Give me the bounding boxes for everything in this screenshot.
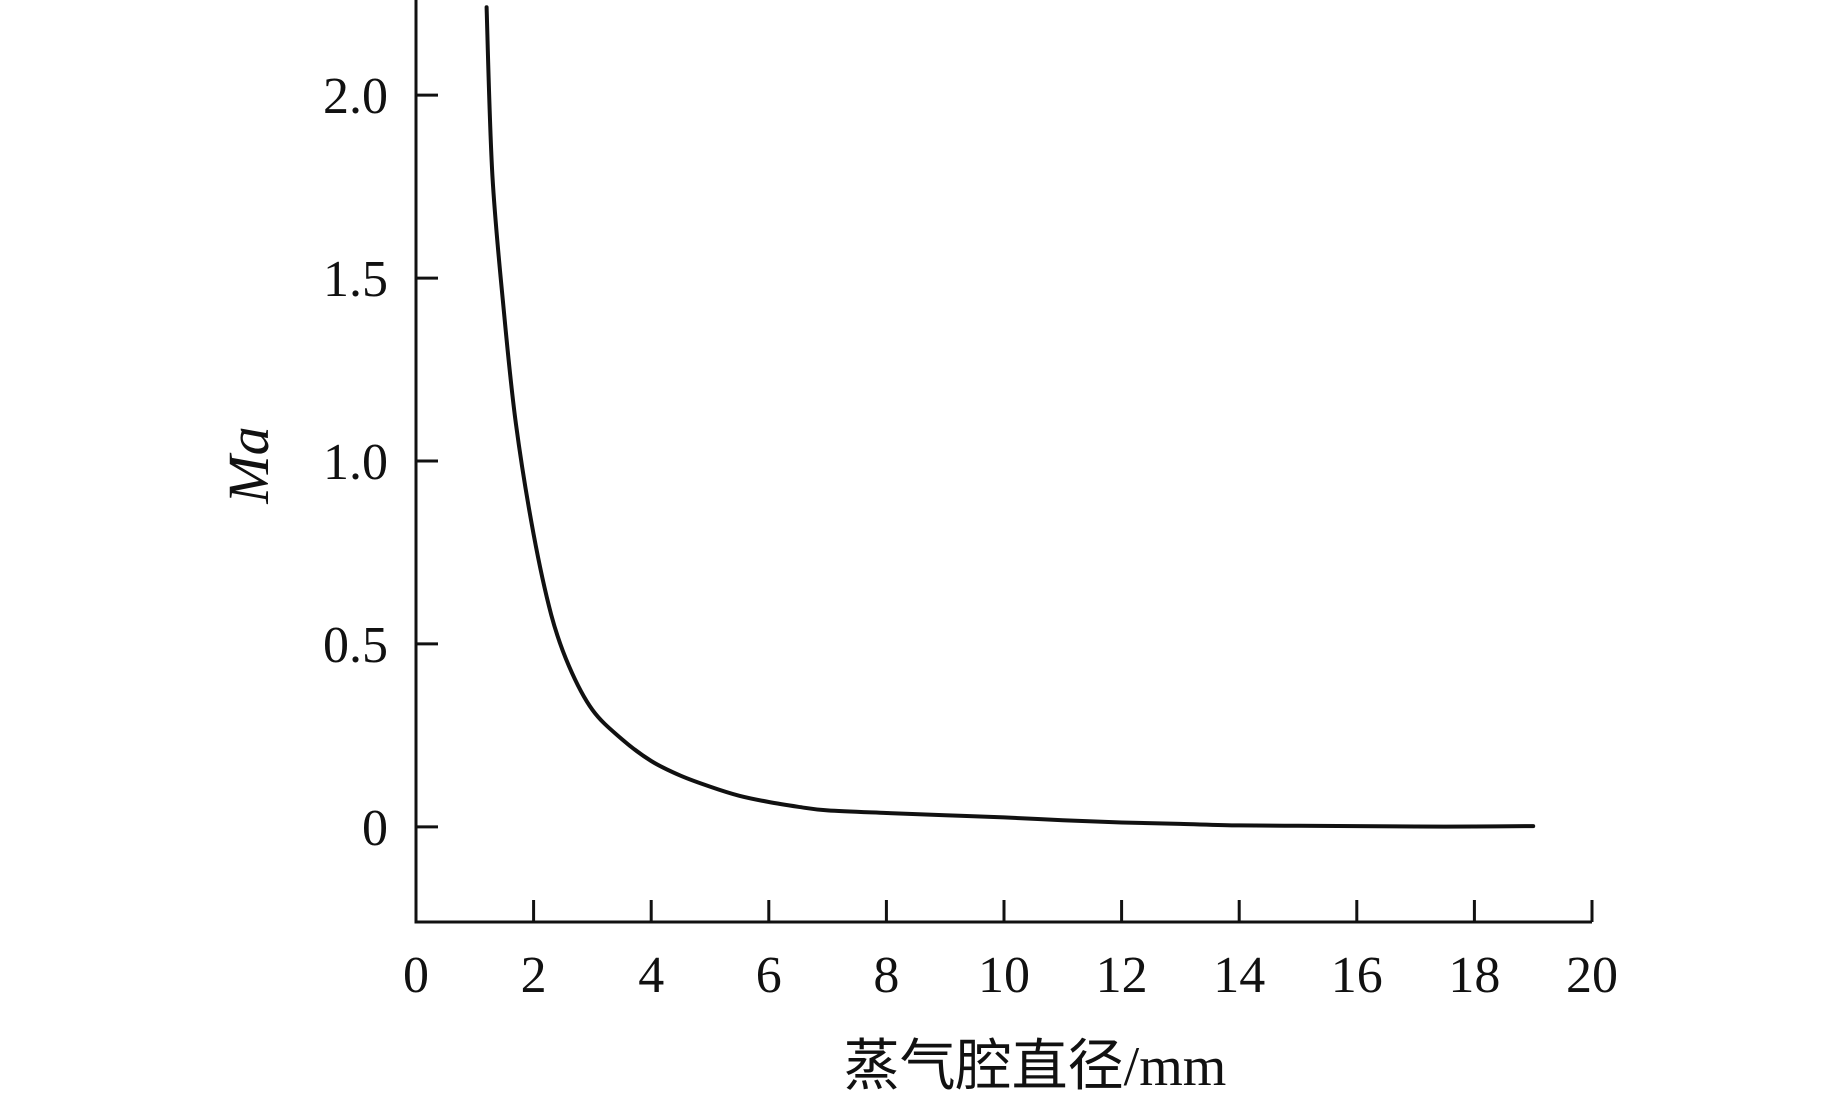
series: [484, 5, 1536, 829]
y-tick-label: 1.5: [323, 251, 388, 308]
ticks: 0 2 4 6 8 10 12 14 16 18 20 0 0.5 1.0 1.5 2.0: [323, 68, 1618, 1004]
x-tick-label: 20: [1566, 947, 1618, 1004]
axes: [414, 0, 1592, 924]
y-tick-label: 2.0: [323, 68, 388, 125]
x-tick-label: 2: [521, 947, 547, 1004]
x-tick-label: 12: [1096, 947, 1148, 1004]
x-tick-label: 8: [873, 947, 899, 1004]
x-tick-label: 10: [978, 947, 1030, 1004]
x-axis-title: 蒸气腔直径/mm: [844, 1036, 1227, 1095]
y-tick-label: 0.5: [323, 617, 388, 674]
x-tick-label: 0: [403, 947, 429, 1004]
y-tick-label: 1.0: [323, 434, 388, 491]
x-tick-label: 4: [638, 947, 664, 1004]
y-tick-label: 0: [362, 800, 388, 857]
x-tick-label: 6: [756, 947, 782, 1004]
x-tick-label: 14: [1213, 947, 1265, 1004]
x-tick-label: 16: [1331, 947, 1383, 1004]
x-tick-label: 18: [1448, 947, 1500, 1004]
series-line-0: [484, 5, 1536, 829]
y-axis-title: Ma: [216, 426, 281, 504]
